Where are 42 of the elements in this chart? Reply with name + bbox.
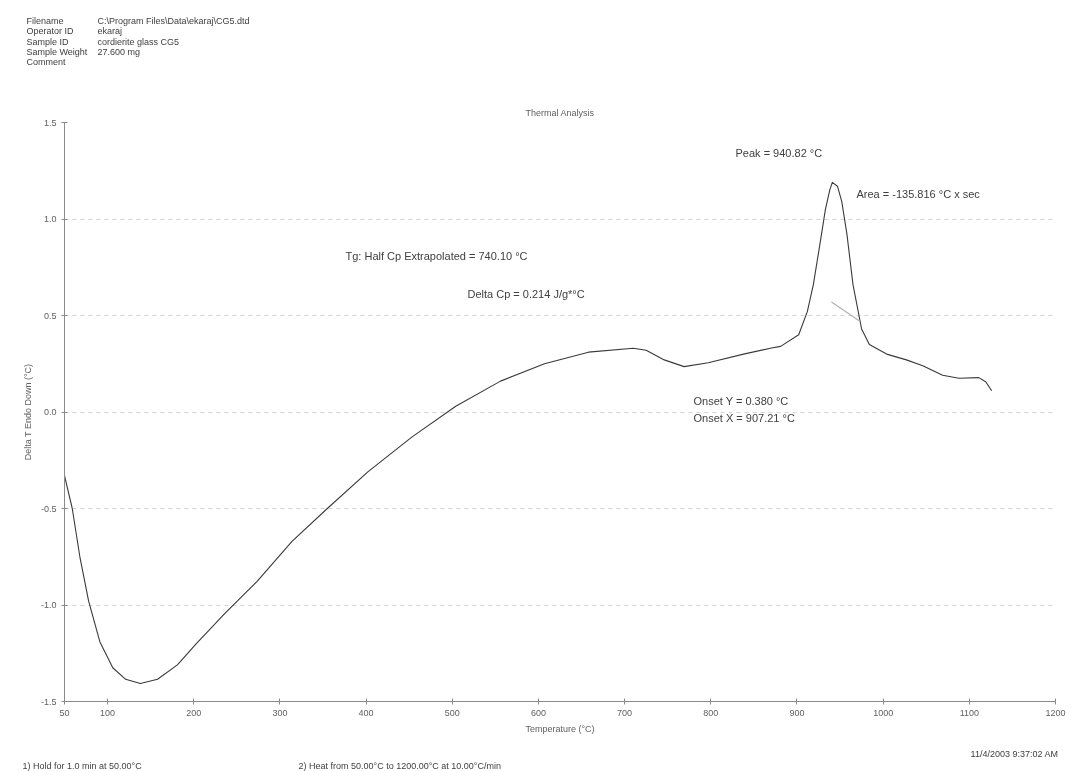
- text: 11/4/2003 9:37:02 AM: [970, 748, 1059, 759]
- chart-title: Thermal Analysis: [525, 107, 595, 118]
- x-axis-title: Temperature (°C): [525, 723, 595, 734]
- x-tick-label: 400: [358, 707, 374, 718]
- y-tick-label: 1.5: [43, 117, 57, 128]
- text: Operator ID: [26, 25, 75, 36]
- x-tick-label: 300: [272, 707, 288, 718]
- x-tick-label: 50: [59, 707, 70, 718]
- text: Filename: [26, 15, 64, 26]
- x-tick-label: 600: [530, 707, 546, 718]
- x-tick-label: 100: [100, 707, 116, 718]
- annotation: Peak = 940.82 °C: [735, 146, 823, 159]
- annotation: Delta Cp = 0.214 J/g*°C: [467, 287, 585, 300]
- x-tick-label: 500: [444, 707, 460, 718]
- y-tick-label: 0.5: [43, 310, 57, 321]
- text: cordierite glass CG5: [97, 36, 180, 47]
- text: ekaraj: [97, 25, 123, 36]
- text: 27.600 mg: [97, 46, 141, 57]
- text: 2) Heat from 50.00°C to 1200.00°C at 10.00°C/min: [298, 760, 501, 771]
- x-tick-label: 900: [789, 707, 805, 718]
- y-tick-label: -0.5: [40, 503, 57, 514]
- line-series: [64, 181, 993, 685]
- text: Comment: [26, 56, 67, 67]
- x-tick-label: 1200: [1045, 707, 1066, 718]
- text: Sample Weight: [26, 46, 88, 57]
- y-axis-title: Delta T Endo Down (°C): [22, 364, 33, 461]
- annotation: Tg: Half Cp Extrapolated = 740.10 °C: [345, 249, 528, 262]
- x-tick-label: 200: [186, 707, 202, 718]
- annotation: Onset X = 907.21 °C: [693, 411, 795, 424]
- y-tick-label: 1.0: [43, 214, 57, 224]
- text: C:\Program Files\Data\ekaraj\CG5.dtd: [97, 15, 250, 26]
- text: Sample ID: [26, 36, 70, 47]
- annotation: Area = -135.816 °C x sec: [856, 187, 981, 200]
- annotation: Onset Y = 0.380 °C: [693, 394, 789, 407]
- x-tick-label: 700: [617, 707, 633, 718]
- y-tick-label: -1.5: [40, 696, 57, 707]
- y-tick-label: 0.0: [43, 407, 57, 417]
- x-tick-label: 800: [703, 707, 719, 718]
- x-tick-label: 1100: [959, 707, 980, 718]
- text: 1) Hold for 1.0 min at 50.00°C: [22, 760, 143, 771]
- y-tick-label: -1.0: [40, 600, 57, 610]
- x-tick-label: 1000: [873, 707, 894, 718]
